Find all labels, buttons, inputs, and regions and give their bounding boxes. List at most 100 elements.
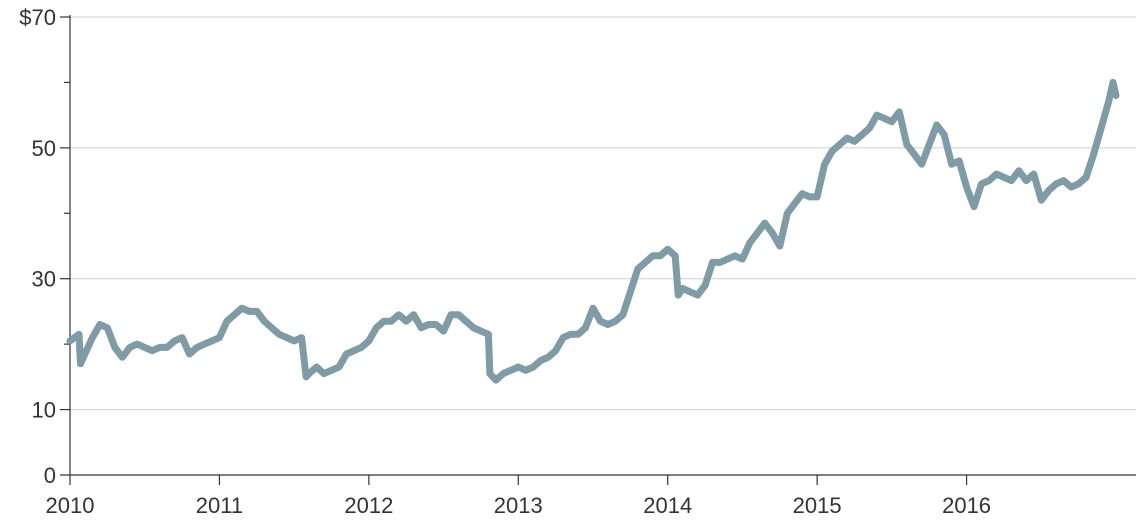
data-point — [410, 311, 417, 318]
data-point — [283, 334, 290, 341]
data-point — [193, 344, 201, 351]
data-point — [358, 344, 365, 351]
data-point — [89, 334, 96, 341]
data-point — [597, 318, 604, 325]
data-point — [918, 161, 925, 168]
data-point — [328, 367, 335, 374]
data-point — [455, 311, 462, 318]
data-point — [66, 337, 74, 345]
data-point — [246, 308, 253, 315]
data-point — [350, 347, 358, 354]
data-point — [1060, 177, 1067, 184]
data-point — [171, 337, 178, 345]
x-tick-label: 2014 — [643, 493, 692, 518]
data-point — [1008, 177, 1015, 184]
data-point — [731, 252, 739, 259]
data-point — [320, 370, 328, 377]
data-point — [440, 327, 447, 335]
data-point — [567, 331, 574, 338]
data-point — [1015, 167, 1023, 174]
data-point — [81, 350, 89, 358]
data-point — [1090, 151, 1097, 158]
data-point — [298, 334, 305, 341]
data-point — [373, 324, 380, 331]
data-point — [126, 344, 133, 351]
data-point — [261, 318, 268, 325]
data-point — [75, 331, 83, 338]
y-tick-label: 10 — [32, 398, 56, 423]
data-point — [657, 252, 664, 259]
data-point — [231, 311, 238, 318]
data-point — [313, 363, 320, 371]
data-point — [911, 151, 918, 158]
data-point — [1000, 174, 1008, 181]
series-layer — [66, 78, 1120, 384]
data-point — [201, 340, 208, 348]
x-tick-label: 2013 — [494, 493, 543, 518]
data-point — [432, 321, 440, 328]
x-tick-label: 2011 — [196, 493, 243, 518]
data-point — [403, 318, 410, 325]
data-point — [948, 161, 955, 168]
data-point — [1038, 197, 1045, 204]
data-point — [582, 324, 589, 331]
data-point — [276, 331, 283, 338]
data-point — [679, 285, 686, 292]
data-point — [858, 131, 866, 138]
data-point — [686, 288, 694, 295]
data-point — [343, 350, 350, 358]
data-point — [754, 229, 761, 237]
data-point — [806, 193, 813, 201]
data-point — [619, 311, 627, 318]
data-point — [1082, 174, 1090, 181]
data-point — [828, 147, 836, 155]
data-point — [985, 177, 993, 184]
data-point — [851, 138, 858, 145]
data-point — [186, 350, 193, 358]
data-point — [522, 367, 529, 374]
data-point — [477, 327, 485, 335]
data-point — [335, 363, 343, 371]
data-point — [724, 255, 731, 263]
data-point — [941, 131, 948, 138]
gridlines — [70, 16, 1136, 411]
data-point — [380, 318, 387, 325]
data-point — [268, 324, 275, 331]
x-tick-label: 2010 — [46, 493, 95, 518]
data-point — [447, 311, 455, 318]
data-point — [873, 111, 881, 119]
data-point — [791, 200, 798, 207]
data-point — [134, 340, 141, 348]
y-tick-label: 30 — [32, 267, 56, 292]
data-point — [821, 161, 828, 168]
data-point — [507, 367, 514, 374]
data-point — [1105, 98, 1112, 106]
data-point — [552, 347, 559, 354]
data-point — [253, 308, 260, 315]
data-point — [178, 334, 186, 341]
data-point — [836, 141, 843, 148]
data-point — [149, 347, 156, 354]
data-point — [970, 203, 978, 210]
data-point — [418, 324, 425, 331]
data-point — [1030, 170, 1038, 178]
data-point — [739, 255, 746, 263]
data-point — [208, 337, 216, 345]
data-point — [627, 288, 634, 295]
data-point — [993, 170, 1000, 178]
data-point — [843, 134, 851, 142]
data-point — [530, 363, 537, 371]
data-point — [799, 190, 806, 197]
data-point — [926, 141, 933, 148]
data-point — [888, 118, 896, 125]
data-point — [559, 334, 567, 341]
data-point — [896, 108, 903, 116]
data-point — [664, 246, 671, 253]
data-point — [933, 121, 940, 129]
data-point — [111, 344, 119, 351]
data-point — [1075, 180, 1082, 187]
data-point — [156, 344, 163, 351]
data-point — [701, 282, 709, 289]
data-point — [1109, 79, 1117, 86]
data-point — [903, 141, 910, 148]
